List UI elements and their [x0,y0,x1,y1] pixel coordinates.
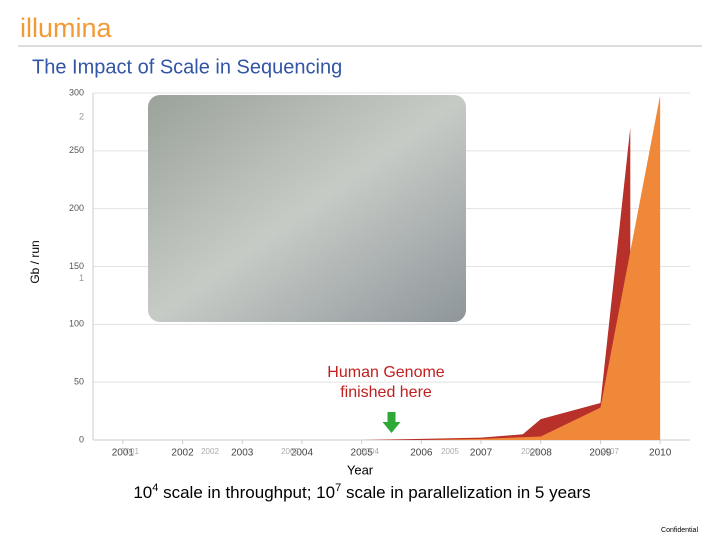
footer-part: 4 [152,482,158,494]
x-axis-label: Year [347,462,374,477]
y-tick-label: 300 [69,87,84,97]
footer-part: scale in throughput; 10 [158,483,335,502]
footer: 104 scale in throughput; 107 scale in pa… [133,482,590,503]
x-tick-label: 2010 [649,448,672,459]
x2-label: 2006 [521,447,539,456]
area [122,95,661,441]
y2-tick-label: 1 [79,273,84,283]
annotation: Human Genome finished here [327,364,444,401]
x-tick-label: 2002 [171,448,194,459]
x2-label: 2007 [601,447,619,456]
confidential: Confidential [661,527,698,534]
x-tick-label: 2001 [112,448,135,459]
logo: illumina [20,13,113,43]
y-tick-label: 50 [74,377,84,387]
area [122,127,631,440]
footer-part: scale in parallelization in 5 years [341,483,590,502]
x2-label: 2003 [281,447,299,456]
x2-label: 2005 [441,447,459,456]
y-tick-label: 200 [69,203,84,213]
footer-part: 7 [335,482,341,494]
x2-label: 2002 [201,447,219,456]
x2-label: 2001 [121,447,139,456]
x-tick-label: 2009 [589,448,612,459]
y2-tick-label: 2 [79,112,84,122]
y-tick-label: 100 [69,319,84,329]
y-tick-label: 150 [69,261,84,271]
annotation-arrow [382,412,401,433]
x-tick-label: 2003 [231,448,254,459]
y-tick-label: 250 [69,145,84,155]
x2-label: 2004 [361,447,379,456]
x-tick-label: 2005 [351,448,374,459]
slide-title: The Impact of Scale in Sequencing [32,56,342,78]
y-tick-label: 0 [79,434,84,444]
x-tick-label: 2008 [530,448,553,459]
x-tick-label: 2007 [470,448,493,459]
x-tick-label: 2004 [291,448,314,459]
x-tick-label: 2006 [410,448,433,459]
photo [148,95,466,322]
y-axis-label: Gb / run [28,240,42,283]
footer-part: 10 [133,483,152,502]
